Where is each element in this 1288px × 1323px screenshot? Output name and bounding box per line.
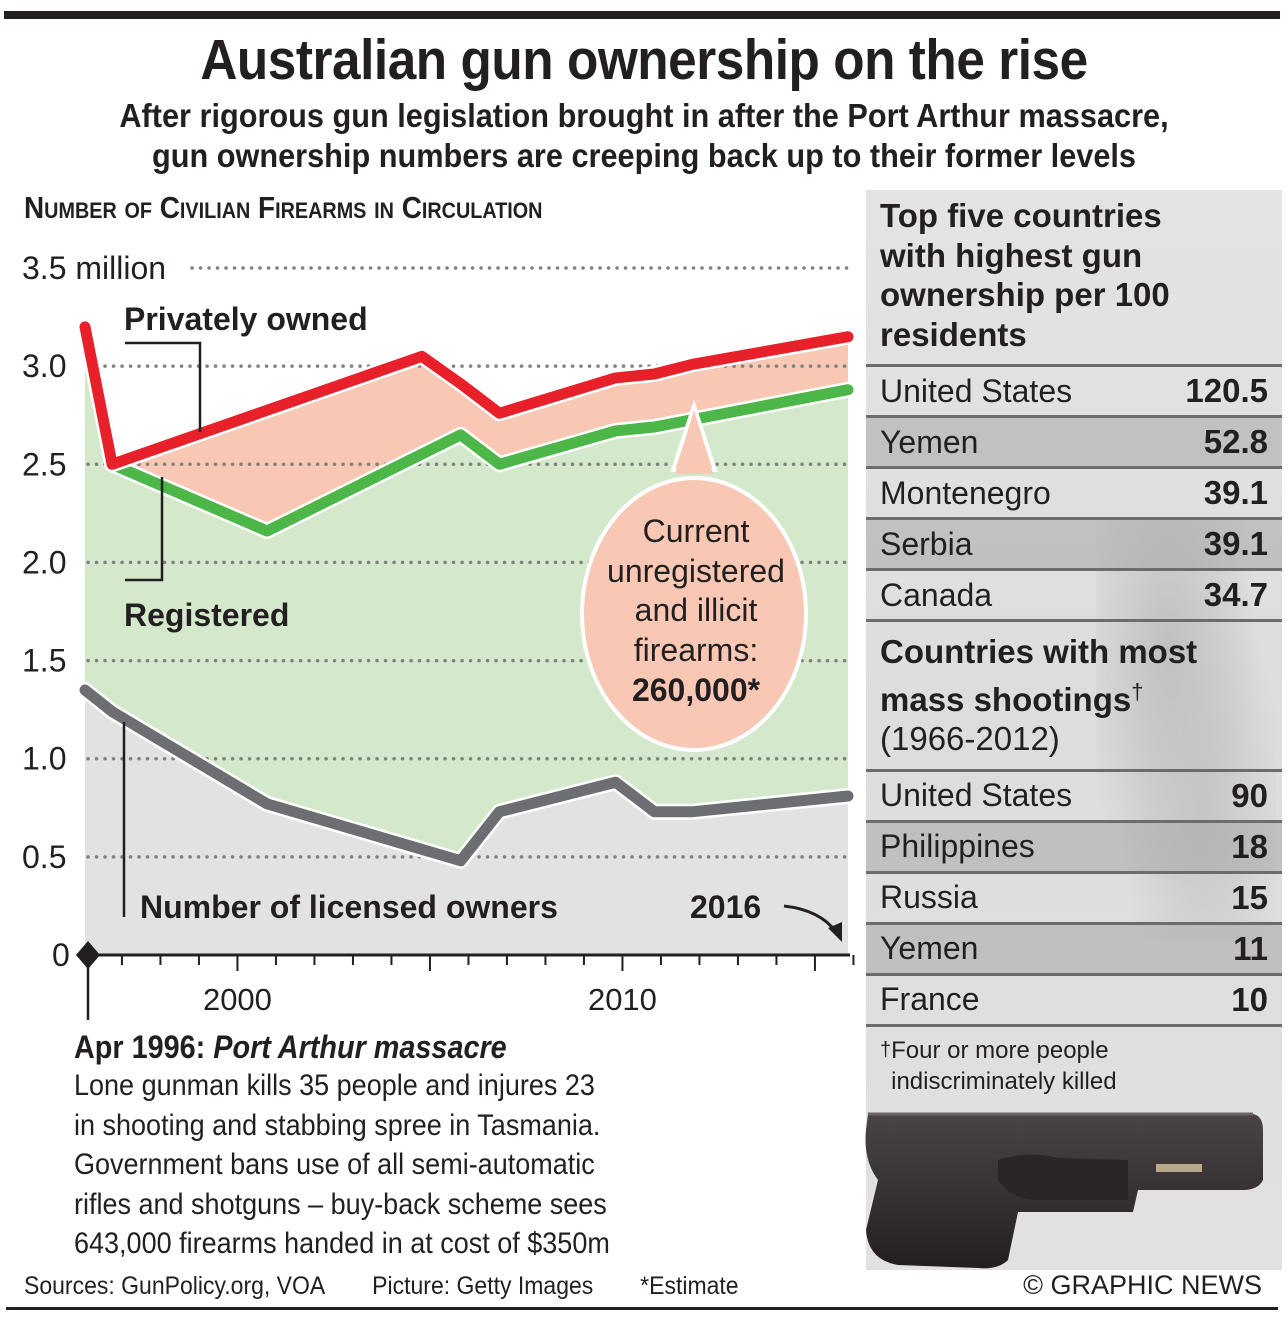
chart-series-lines [77, 318, 856, 869]
dagger-mark: † [880, 1038, 892, 1061]
callout-text: firearms: [634, 632, 758, 668]
picture-credit: Picture: Getty Images [372, 1272, 594, 1300]
country-value: 11 [1233, 929, 1268, 967]
chart-annotations: Privately owned Registered Number of licen… [122, 301, 842, 942]
country-value: 10 [1231, 980, 1268, 1018]
registered-leader [125, 477, 164, 582]
country-name: Montenegro [880, 474, 1051, 511]
chart-gridlines [86, 266, 850, 859]
x-tick-label: 2010 [588, 982, 657, 1017]
table-row: Montenegro 39.1 [866, 466, 1282, 517]
table-row: Russia 15 [866, 870, 1282, 922]
shootings-period: (1966-2012) [880, 720, 1060, 757]
page-subtitle: After rigorous gun legislation brought i… [45, 96, 1243, 176]
bottom-rule [6, 1307, 1278, 1310]
y-tick-label: 1.0 [22, 741, 66, 777]
callout-text: Current [643, 513, 750, 549]
licensed-owners-line [79, 684, 854, 867]
country-value: 39.1 [1203, 474, 1268, 511]
country-name: Serbia [880, 525, 973, 562]
event-heading: Apr 1996: Port Arthur massacre [74, 1028, 776, 1066]
y-tick-label: 2.0 [22, 544, 66, 580]
country-value: 52.8 [1203, 423, 1268, 460]
licensed-owners-area [85, 690, 848, 955]
chart-x-axis [76, 941, 855, 1020]
country-name: Yemen [880, 930, 979, 966]
callout-pointer-fill [675, 410, 713, 474]
registered-label: Registered [124, 597, 289, 633]
ownership-heading: Top five countries with highest gun owne… [880, 197, 1170, 353]
footnote: †Four or more people indiscriminately ki… [866, 1027, 1282, 1105]
dagger-mark: † [1131, 678, 1144, 704]
chart-y-tick-labels: 3.5 million 3.0 2.5 2.0 1.5 1.0 0.5 0 [22, 250, 166, 973]
country-value: 15 [1231, 878, 1268, 916]
table-row: Philippines 18 [866, 819, 1282, 871]
x-tick-label: 2000 [203, 982, 272, 1017]
callout-value: 260,000* [632, 672, 761, 708]
event-line: Lone gunman kills 35 people and injures … [74, 1069, 595, 1102]
page-title: Australian gun ownership on the rise [200, 28, 1088, 92]
country-value: 90 [1231, 776, 1268, 814]
country-value: 39.1 [1203, 525, 1268, 562]
y-tick-label: 0.5 [22, 839, 66, 875]
shootings-table: United States 90 Philippines 18 Russia 15 Y… [866, 768, 1282, 1027]
ownership-table: United States 120.5 Yemen 52.8 Montenegro 3… [866, 364, 1282, 622]
event-line: rifles and shotguns – buy-back scheme se… [74, 1187, 607, 1221]
subtitle-line-2: gun ownership numbers are creeping back … [151, 137, 1137, 174]
licensed-owners-label: Number of licensed owners [140, 889, 558, 925]
unregistered-area [112, 336, 848, 532]
table-row: Yemen 52.8 [866, 415, 1282, 466]
callout-text: unregistered [607, 553, 785, 589]
privately-owned-label: Privately owned [124, 301, 368, 337]
privately-owned-line [79, 321, 854, 470]
event-name: Port Arthur massacre [213, 1029, 507, 1065]
country-value: 18 [1231, 827, 1268, 865]
country-name: Yemen [880, 423, 979, 460]
footer: Sources: GunPolicy.org, VOA Picture: Get… [24, 1272, 779, 1301]
country-name: Russia [880, 879, 978, 915]
event-line: in shooting and stabbing spree in Tasman… [74, 1108, 601, 1142]
table-row: Canada 34.7 [866, 568, 1282, 622]
event-line: Government bans use of all semi-automati… [74, 1148, 595, 1181]
subtitle-line-1: After rigorous gun legislation brought i… [119, 97, 1169, 134]
y-tick-label: 3.5 million [22, 250, 166, 286]
event-description: Apr 1996: Port Arthur massacre Lone gunm… [74, 1028, 854, 1264]
privately-owned-leader [125, 341, 202, 432]
country-name: United States [880, 372, 1073, 409]
table-row: United States 90 [866, 768, 1282, 820]
event-line: 643,000 firearms handed in at cost of $3… [74, 1227, 610, 1260]
table-row: Serbia 39.1 [866, 517, 1282, 568]
y-tick-label: 0 [52, 937, 70, 973]
top-rule [4, 11, 1280, 19]
sources-text: Sources: GunPolicy.org, VOA [24, 1272, 326, 1300]
country-value: 120.5 [1185, 372, 1268, 409]
chart-x-tick-labels: 2000 2010 [203, 982, 657, 1017]
y-tick-label: 3.0 [22, 348, 66, 384]
sidebar-panel: Top five countries with highest gun owne… [866, 190, 1282, 1270]
estimate-note: *Estimate [640, 1272, 739, 1300]
y-tick-label: 1.5 [22, 643, 66, 679]
table-row: France 10 [866, 972, 1282, 1027]
event-date: Apr 1996: [74, 1029, 206, 1065]
table-row: United States 120.5 [866, 364, 1282, 415]
handgun-photo [865, 1112, 1263, 1269]
table-row: Yemen 11 [866, 921, 1282, 973]
registered-line [106, 384, 854, 537]
callout-text: and illicit [635, 592, 758, 628]
country-name: Philippines [880, 828, 1035, 864]
end-year-label: 2016 [690, 889, 761, 925]
arrow-head-icon [828, 922, 842, 942]
country-name: United States [880, 777, 1073, 813]
country-name: France [880, 981, 980, 1017]
country-value: 34.7 [1203, 576, 1268, 613]
shootings-heading: Countries with most mass shootings† (196… [866, 622, 1282, 759]
footnote-text: Four or more people indiscriminately kil… [891, 1036, 1117, 1095]
y-tick-label: 2.5 [22, 446, 66, 482]
copyright-credit: © GRAPHIC NEWS [1023, 1270, 1262, 1300]
chart-title: Number of Civilian Firearms in Circulati… [24, 190, 543, 225]
country-name: Canada [880, 576, 993, 613]
callout-bubble [580, 476, 808, 752]
shootings-heading-text: Countries with most mass shootings [880, 633, 1198, 718]
